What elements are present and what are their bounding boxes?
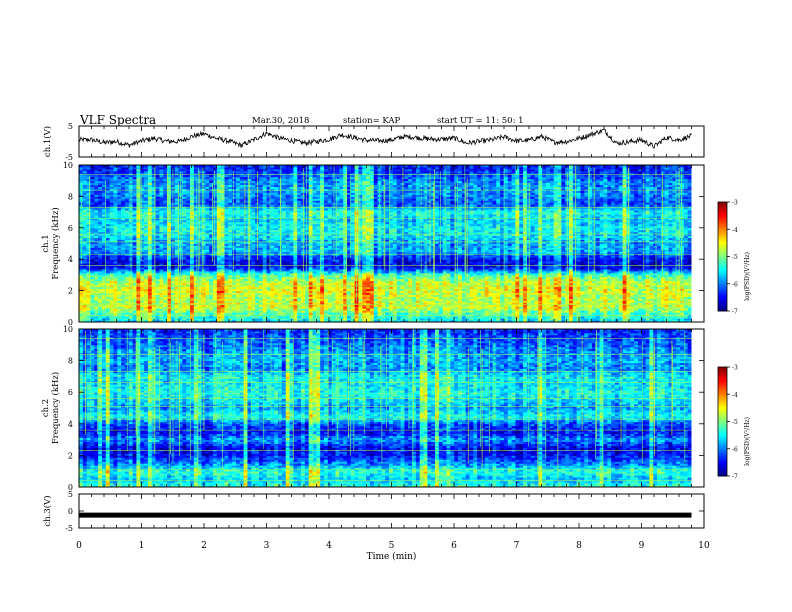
ch1-spectrogram-ytick-label: 2 [68, 287, 73, 296]
ch3-ytick-label: 0 [68, 507, 73, 516]
ch1-spectrogram-ytick-label: 10 [63, 161, 73, 170]
ch3-axes [79, 494, 704, 528]
ch3-ytick-label: -5 [65, 524, 73, 533]
ch1-spectrogram-colorbar-tick-label: -6 [732, 281, 738, 288]
ch3-ytick-label: 5 [68, 490, 73, 499]
ch1-spectrogram-colorbar-tick-label: -5 [732, 254, 738, 261]
ch1-ylabel: ch.1(V) [42, 126, 53, 157]
x-tick-label: 6 [451, 541, 457, 551]
ch1-spectrogram-colorbar: -3 -4 -5 -6 -7 log(PSD)(V²/Hz) [718, 200, 751, 316]
x-tick-label: 8 [576, 541, 582, 551]
x-tick-label: 0 [76, 541, 82, 551]
ch2-spectrogram-ytick-label: 10 [63, 325, 73, 334]
ch2-spectrogram-ylabel: ch.2Frequency (kHz) [41, 372, 61, 444]
x-tick-label: 4 [326, 541, 332, 551]
ch2-spectrogram-image [79, 329, 704, 487]
x-tick-label: 9 [639, 541, 645, 551]
x-axis-label: Time (min) [367, 551, 417, 562]
ch2-spectrogram-colorbar: -3 -4 -5 -6 -7 log(PSD)(V²/Hz) [718, 365, 751, 481]
vlf-figure: 5-5ch.1(V)0246810ch.1Frequency (kHz)-3-4… [0, 0, 792, 612]
ch1-spectrogram-ylabel: ch.1Frequency (kHz) [41, 207, 61, 279]
ch2-spectrogram-colorbar-tick-label: -3 [732, 365, 738, 372]
ch2-spectrogram-colorbar-tick-label: -7 [732, 474, 738, 481]
ch1-waveform-line [79, 129, 692, 148]
x-tick-label: 2 [201, 541, 207, 551]
ch2-spectrogram-colorbar-tick-label: -5 [732, 419, 738, 426]
ch3-ylabel: ch.3(V) [42, 495, 53, 526]
ch1-spectrogram-image [79, 165, 704, 322]
ch2-spectrogram-ytick-label: 6 [68, 388, 73, 397]
ch2-spectrogram-colorbar-tick-label: -4 [732, 392, 738, 399]
ch1-spectrogram-ytick-label: 4 [68, 255, 73, 264]
x-tick-label: 7 [514, 541, 520, 551]
ch1-spectrogram-ytick-label: 8 [68, 192, 73, 201]
ch1-spectrogram-ytick-label: 6 [68, 224, 73, 233]
x-tick-label: 5 [389, 541, 395, 551]
ch2-spectrogram-ytick-label: 4 [68, 420, 73, 429]
x-tick-label: 3 [264, 541, 270, 551]
ch1-spectrogram-colorbar-tick-label: -7 [732, 309, 738, 316]
ch2-spectrogram-ytick-label: 2 [68, 451, 73, 460]
ch1-spectrogram-colorbar-label: log(PSD)(V²/Hz) [744, 252, 751, 301]
x-tick-label: 10 [698, 541, 710, 551]
ch2-spectrogram-colorbar-tick-label: -6 [732, 446, 738, 453]
ch1-spectrogram-colorbar-tick-label: -3 [732, 200, 738, 207]
ch2-spectrogram-colorbar-label: log(PSD)(V²/Hz) [744, 417, 751, 466]
ch2-spectrogram-ytick-label: 8 [68, 357, 73, 366]
ch1-ytick-label: 5 [68, 122, 73, 131]
x-tick-label: 1 [139, 541, 145, 551]
ch1-spectrogram-colorbar-tick-label: -4 [732, 227, 738, 234]
